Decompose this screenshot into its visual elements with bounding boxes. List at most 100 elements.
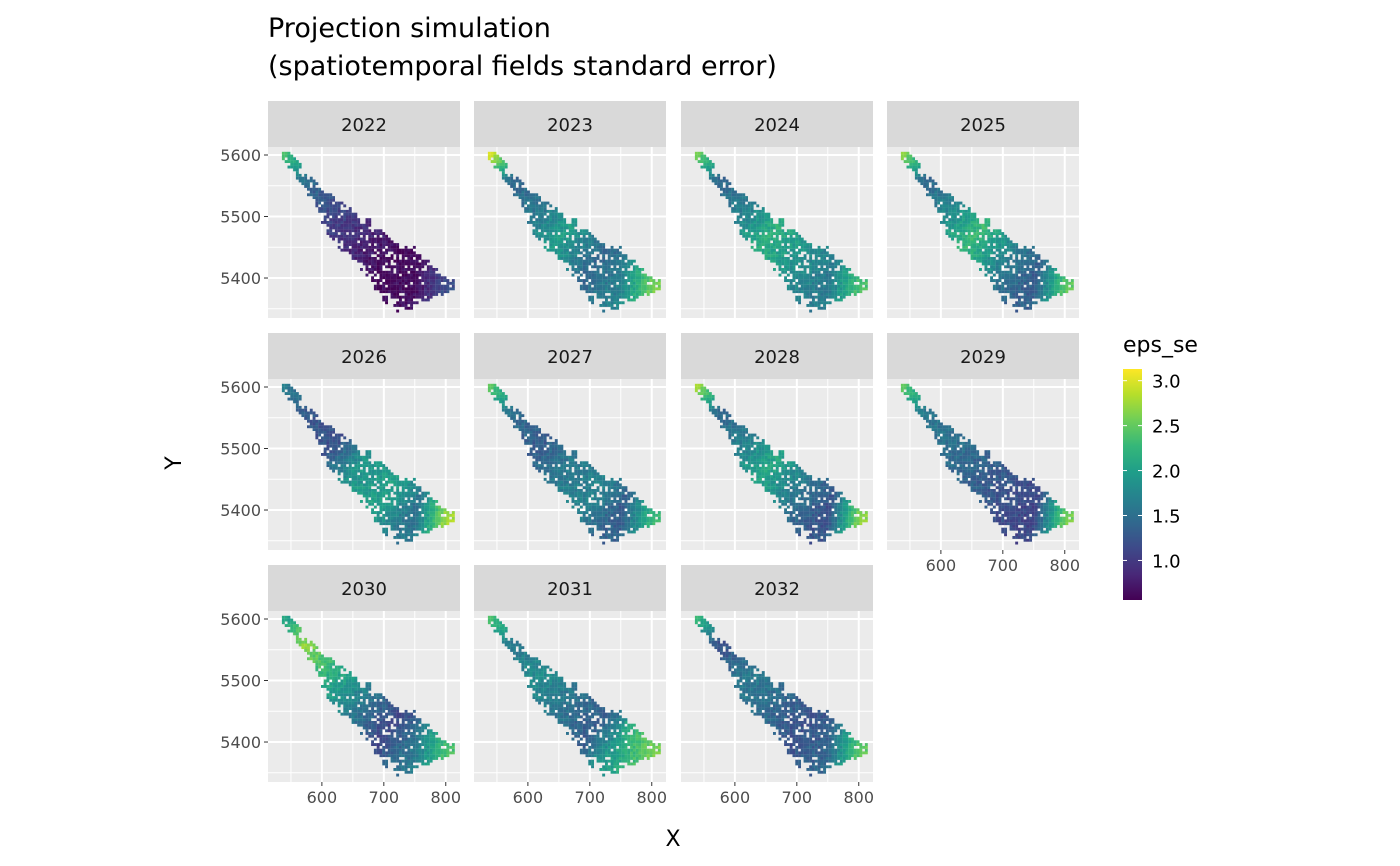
raster-cell bbox=[351, 223, 355, 227]
raster-cell bbox=[393, 516, 397, 520]
raster-cell bbox=[725, 185, 729, 188]
raster-cell bbox=[543, 209, 547, 213]
raster-cell bbox=[973, 240, 977, 244]
raster-cell bbox=[812, 270, 815, 274]
raster-cell bbox=[839, 279, 843, 282]
raster-cell bbox=[560, 450, 564, 454]
raster-cell bbox=[538, 458, 541, 462]
raster-cell bbox=[596, 472, 600, 476]
raster-cell bbox=[720, 425, 723, 429]
raster-cell bbox=[998, 240, 1002, 244]
raster-cell bbox=[354, 245, 358, 249]
raster-cell bbox=[385, 301, 388, 305]
raster-cell bbox=[798, 273, 801, 277]
raster-cell bbox=[348, 212, 352, 216]
raster-cell bbox=[549, 466, 553, 470]
raster-cell bbox=[970, 243, 974, 246]
raster-cell bbox=[585, 262, 589, 266]
raster-cell bbox=[632, 519, 636, 523]
raster-cell bbox=[404, 248, 408, 252]
raster-cell bbox=[745, 221, 748, 224]
raster-cell bbox=[607, 268, 611, 271]
raster-cell bbox=[404, 301, 408, 305]
raster-cell bbox=[632, 268, 636, 271]
raster-cell bbox=[602, 477, 606, 481]
raster-cell bbox=[371, 262, 374, 266]
raster-cell bbox=[798, 270, 801, 274]
raster-cell bbox=[571, 497, 575, 501]
raster-cell bbox=[524, 439, 528, 442]
raster-cell bbox=[621, 508, 625, 512]
raster-cell bbox=[362, 254, 366, 258]
raster-cell bbox=[973, 218, 977, 222]
raster-cell bbox=[851, 276, 854, 280]
raster-cell bbox=[820, 265, 824, 269]
raster-cell bbox=[549, 226, 553, 230]
raster-cell bbox=[334, 455, 338, 459]
raster-cell bbox=[385, 237, 388, 241]
raster-cell bbox=[362, 251, 366, 255]
raster-cell bbox=[973, 254, 977, 258]
raster-cell bbox=[440, 293, 444, 296]
raster-cell bbox=[329, 201, 333, 205]
raster-cell bbox=[596, 500, 600, 503]
raster-cell bbox=[613, 494, 617, 498]
raster-cell bbox=[360, 240, 363, 244]
raster-cell bbox=[820, 298, 824, 302]
raster-cell bbox=[767, 229, 771, 233]
raster-cell bbox=[792, 262, 796, 266]
raster-cell bbox=[842, 276, 846, 280]
raster-cell bbox=[599, 295, 603, 299]
raster-cell bbox=[499, 160, 502, 163]
raster-cell bbox=[535, 466, 539, 470]
raster-cell bbox=[360, 268, 363, 271]
raster-cell bbox=[343, 234, 347, 238]
raster-cell bbox=[521, 419, 525, 423]
raster-cell bbox=[585, 243, 589, 246]
raster-cell bbox=[351, 455, 355, 459]
raster-cell bbox=[1051, 287, 1055, 291]
raster-cell bbox=[554, 226, 558, 230]
raster-cell bbox=[326, 447, 330, 451]
raster-cell bbox=[979, 243, 982, 246]
raster-cell bbox=[365, 245, 369, 249]
raster-cell bbox=[837, 281, 840, 285]
raster-cell bbox=[1068, 281, 1072, 285]
raster-cell bbox=[753, 455, 757, 459]
raster-cell bbox=[568, 232, 572, 235]
raster-cell bbox=[613, 290, 617, 294]
raster-cell bbox=[1009, 293, 1013, 296]
raster-cell bbox=[577, 475, 580, 478]
raster-cell bbox=[538, 232, 541, 235]
raster-cell bbox=[607, 248, 611, 252]
raster-cell bbox=[1023, 276, 1027, 280]
raster-cell bbox=[778, 221, 782, 224]
raster-cell bbox=[828, 257, 832, 260]
raster-cell bbox=[839, 298, 843, 302]
raster-cell bbox=[828, 290, 832, 294]
raster-cell bbox=[385, 469, 388, 473]
raster-cell bbox=[515, 187, 519, 191]
raster-cell bbox=[579, 511, 583, 514]
raster-cell bbox=[549, 234, 553, 238]
raster-cell bbox=[357, 251, 361, 255]
raster-cell bbox=[657, 279, 661, 282]
raster-cell bbox=[864, 287, 868, 291]
raster-cell bbox=[759, 447, 762, 451]
raster-cell bbox=[632, 530, 636, 534]
raster-cell bbox=[323, 207, 327, 210]
raster-cell bbox=[404, 511, 408, 514]
raster-cell bbox=[340, 201, 344, 205]
raster-cell bbox=[507, 411, 511, 415]
raster-cell bbox=[593, 475, 597, 478]
raster-cell bbox=[731, 419, 735, 423]
raster-cell bbox=[616, 500, 619, 503]
raster-cell bbox=[393, 511, 397, 514]
raster-cell bbox=[323, 196, 327, 199]
raster-cell bbox=[602, 290, 606, 294]
raster-cell bbox=[577, 494, 580, 498]
raster-cell bbox=[1054, 293, 1058, 296]
raster-cell bbox=[848, 287, 852, 291]
raster-cell bbox=[332, 218, 335, 222]
raster-cell bbox=[362, 461, 366, 465]
